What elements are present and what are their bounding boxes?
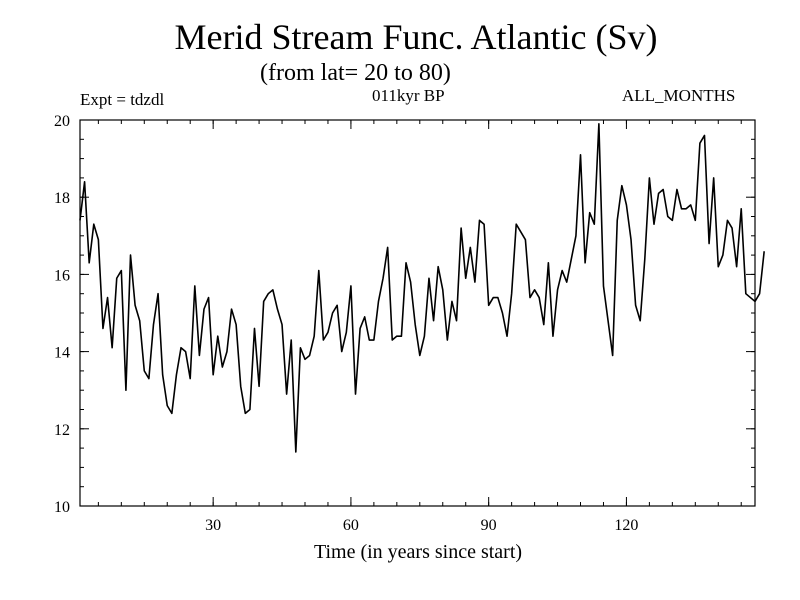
series-line xyxy=(79,123,765,453)
y-tick-label: 12 xyxy=(54,422,70,439)
series-layer xyxy=(79,123,765,453)
y-tick-label: 18 xyxy=(54,190,70,207)
chart-subtitle: (from lat= 20 to 80) xyxy=(260,60,451,86)
plot-frame xyxy=(79,119,756,507)
period-label: 011kyr BP xyxy=(372,86,445,105)
chart-title: Merid Stream Func. Atlantic (Sv) xyxy=(174,17,658,57)
x-tick-label: 90 xyxy=(481,517,497,534)
y-tick-label: 14 xyxy=(54,345,70,362)
x-tick-label: 30 xyxy=(205,517,221,534)
y-tick-label: 16 xyxy=(54,267,70,284)
axis-ticks xyxy=(80,119,755,507)
x-axis-label: Time (in years since start) xyxy=(314,541,522,563)
y-tick-label: 20 xyxy=(54,113,70,130)
x-tick-label: 60 xyxy=(343,517,359,534)
experiment-label: Expt = tdzdl xyxy=(80,90,165,109)
tick-labels: 10 12 14 16 18 20 30 60 90 120 xyxy=(54,113,638,534)
months-label: ALL_MONTHS xyxy=(622,86,736,105)
y-tick-label: 10 xyxy=(54,499,70,516)
x-tick-label: 120 xyxy=(614,517,638,534)
